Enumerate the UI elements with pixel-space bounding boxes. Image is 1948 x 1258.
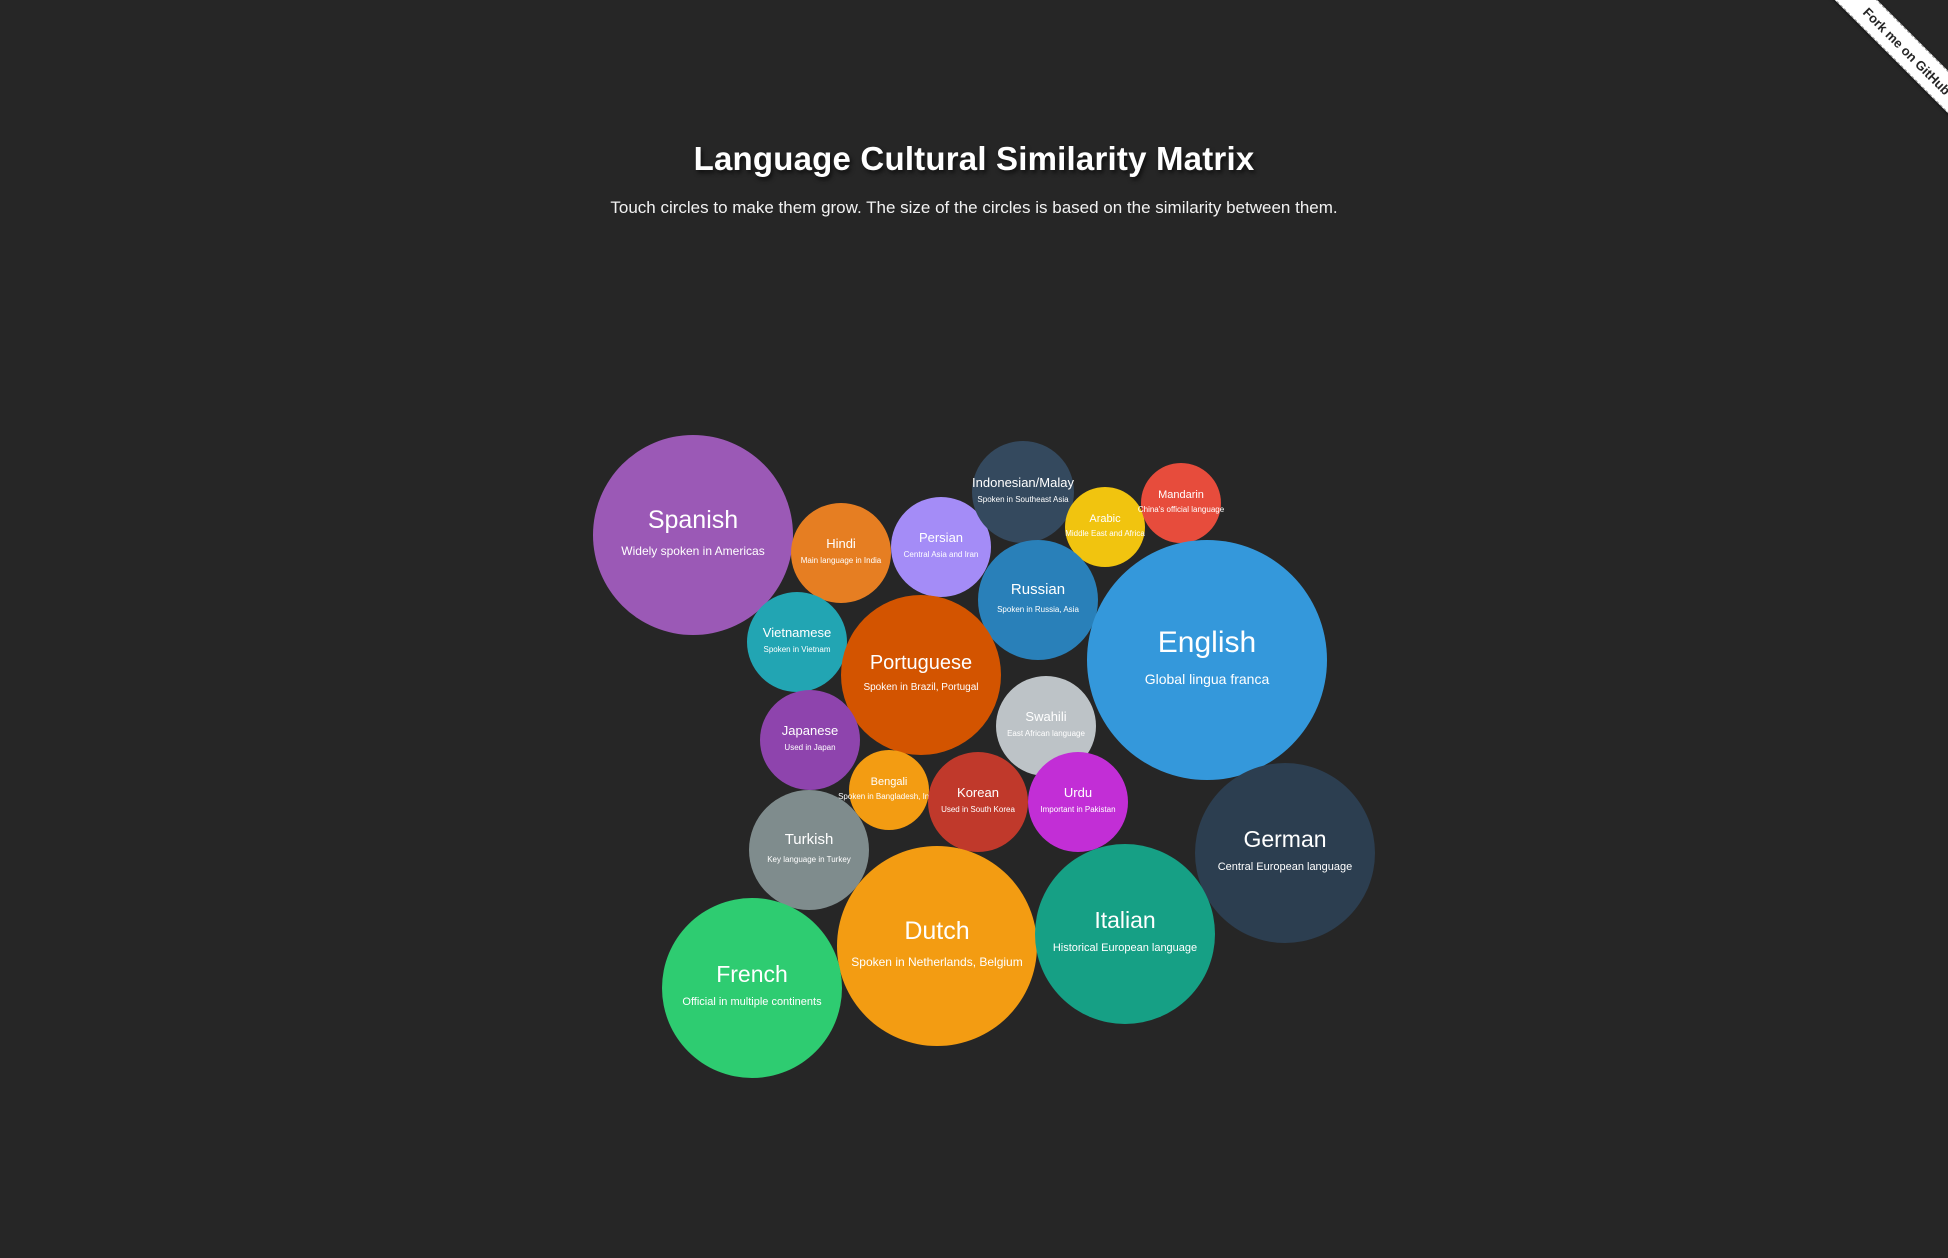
bubble-spanish[interactable]: Spanish Widely spoken in Americas bbox=[593, 435, 793, 635]
bubble-description: Main language in India bbox=[800, 556, 882, 566]
page-title: Language Cultural Similarity Matrix bbox=[693, 140, 1255, 177]
bubble-name: French bbox=[716, 960, 788, 987]
bubble-description: Spoken in Bangladesh, India bbox=[838, 792, 940, 802]
bubble-description: Global lingua franca bbox=[1144, 671, 1270, 688]
bubble-persian[interactable]: Persian Central Asia and Iran bbox=[891, 497, 991, 597]
bubble-mandarin[interactable]: Mandarin China's official language bbox=[1137, 463, 1225, 543]
bubble-dutch[interactable]: Dutch Spoken in Netherlands, Belgium bbox=[837, 846, 1037, 1046]
bubble-name: Hindi bbox=[826, 536, 856, 552]
bubble-name: Indonesian/Malay bbox=[972, 475, 1074, 491]
bubble-name: Spanish bbox=[647, 505, 739, 534]
bubble-russian[interactable]: Russian Spoken in Russia, Asia bbox=[978, 540, 1098, 660]
bubble-german[interactable]: German Central European language bbox=[1195, 763, 1375, 943]
bubble-description: Central Asia and Iran bbox=[903, 550, 979, 560]
bubble-name: Arabic bbox=[1089, 513, 1121, 526]
bubble-description: Spoken in Russia, Asia bbox=[997, 604, 1079, 614]
bubble-italian[interactable]: Italian Historical European language bbox=[1035, 844, 1215, 1024]
bubble-name: Bengali bbox=[870, 776, 908, 789]
bubble-description: Important in Pakistan bbox=[1040, 805, 1116, 815]
bubble-description: Widely spoken in Americas bbox=[621, 544, 765, 559]
bubble-english[interactable]: English Global lingua franca bbox=[1087, 540, 1327, 780]
bubble-name: Turkish bbox=[784, 831, 834, 849]
bubble-portuguese[interactable]: Portuguese Spoken in Brazil, Portugal bbox=[841, 595, 1001, 755]
bubble-name: Urdu bbox=[1063, 785, 1093, 801]
bubble-name: Italian bbox=[1094, 906, 1156, 933]
bubble-description: Used in South Korea bbox=[941, 805, 1015, 815]
bubble-description: Spoken in Vietnam bbox=[763, 645, 831, 655]
bubble-indonesian-malay[interactable]: Indonesian/Malay Spoken in Southeast Asia bbox=[972, 441, 1074, 543]
bubble-name: Vietnamese bbox=[762, 625, 832, 641]
bubble-japanese[interactable]: Japanese Used in Japan bbox=[760, 690, 860, 790]
bubble-description: China's official language bbox=[1137, 505, 1225, 515]
bubble-vietnamese[interactable]: Vietnamese Spoken in Vietnam bbox=[747, 592, 847, 692]
bubble-description: Historical European language bbox=[1052, 942, 1198, 955]
bubble-name: Mandarin bbox=[1158, 489, 1204, 502]
bubble-description: Official in multiple continents bbox=[682, 996, 822, 1009]
bubble-description: Spoken in Brazil, Portugal bbox=[863, 682, 979, 693]
bubble-name: German bbox=[1243, 825, 1327, 852]
bubble-description: East African language bbox=[1007, 729, 1085, 739]
bubble-korean[interactable]: Korean Used in South Korea bbox=[928, 752, 1028, 852]
bubble-name: Portuguese bbox=[869, 652, 973, 674]
bubble-bengali[interactable]: Bengali Spoken in Bangladesh, India bbox=[838, 750, 940, 830]
bubble-name: Dutch bbox=[904, 916, 970, 945]
bubble-name: Russian bbox=[1010, 581, 1066, 599]
bubble-description: Middle East and Africa bbox=[1065, 529, 1145, 539]
bubble-description: Spoken in Southeast Asia bbox=[977, 495, 1069, 505]
bubble-name: Japanese bbox=[781, 723, 839, 739]
bubble-description: Key language in Turkey bbox=[767, 854, 851, 864]
bubble-name: Korean bbox=[957, 785, 999, 801]
bubble-turkish[interactable]: Turkish Key language in Turkey bbox=[749, 790, 869, 910]
bubble-urdu[interactable]: Urdu Important in Pakistan bbox=[1028, 752, 1128, 852]
bubble-hindi[interactable]: Hindi Main language in India bbox=[791, 503, 891, 603]
page-subtitle: Touch circles to make them grow. The siz… bbox=[610, 198, 1338, 217]
bubble-name: Swahili bbox=[1025, 709, 1067, 725]
bubble-french[interactable]: French Official in multiple continents bbox=[662, 898, 842, 1078]
bubble-name: English bbox=[1157, 626, 1257, 660]
bubble-description: Central European language bbox=[1217, 861, 1353, 874]
bubble-description: Used in Japan bbox=[784, 743, 836, 753]
header: Language Cultural Similarity Matrix Touc… bbox=[0, 140, 1948, 218]
bubble-name: Persian bbox=[918, 530, 964, 546]
bubble-description: Spoken in Netherlands, Belgium bbox=[851, 955, 1023, 970]
bubble-arabic[interactable]: Arabic Middle East and Africa bbox=[1065, 487, 1145, 567]
